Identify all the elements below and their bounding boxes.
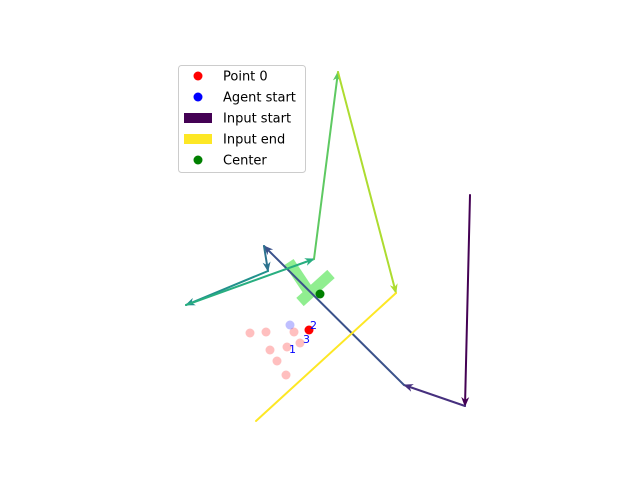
path-segment	[262, 245, 271, 272]
legend-swatch	[184, 113, 212, 123]
legend-label: Input end	[223, 133, 285, 148]
point-label: 1	[289, 343, 296, 356]
legend-swatch	[193, 71, 203, 81]
red-point	[265, 345, 275, 355]
input-path	[185, 71, 471, 422]
path-segment	[263, 245, 405, 386]
point-label: 2	[310, 319, 317, 332]
path-segment	[403, 384, 466, 407]
path-segment	[255, 292, 397, 422]
red-point	[261, 327, 271, 337]
red-point	[304, 325, 314, 335]
path-segment	[313, 71, 341, 260]
path-segment	[337, 71, 398, 294]
red-point	[289, 327, 299, 337]
legend-label: Agent start	[223, 91, 296, 106]
legend-swatch	[193, 92, 203, 102]
point-labels: 231	[289, 319, 317, 356]
path-segment	[461, 194, 471, 407]
legend-label: Center	[223, 154, 267, 169]
path-segment	[185, 258, 315, 306]
red-point	[282, 342, 292, 352]
legend: Point 0 Agent start Input start Input end Ce…	[178, 65, 306, 173]
point-label: 3	[303, 333, 310, 346]
agent-body	[284, 258, 335, 307]
legend-box	[178, 65, 306, 173]
red-point	[272, 356, 282, 366]
trajectory-points	[245, 320, 314, 380]
red-point	[281, 370, 291, 380]
blue-point	[285, 320, 295, 330]
legend-label: Input start	[223, 112, 291, 127]
red-point	[295, 338, 305, 348]
legend-swatch	[193, 155, 203, 165]
legend-label: Point 0	[223, 70, 268, 85]
legend-swatch	[184, 134, 212, 144]
red-point	[245, 328, 255, 338]
center-marker	[315, 289, 325, 299]
body-segment	[296, 269, 335, 307]
center-marker-group	[315, 289, 325, 299]
